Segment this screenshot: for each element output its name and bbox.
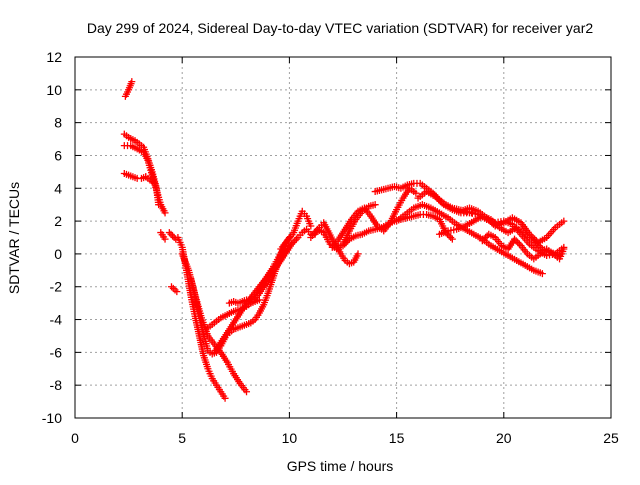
series-track-v xyxy=(393,201,546,278)
data-point-plus xyxy=(243,299,251,307)
data-point-plus xyxy=(511,235,519,243)
data-point-plus xyxy=(165,229,173,237)
axis-tick-labels: 0 5 10 15 20 25 -10 -8 -6 -4 -2 0 2 4 6 8 10 12 xyxy=(42,49,619,446)
data-point-plus xyxy=(161,235,169,243)
y-tick-label: 0 xyxy=(54,246,62,262)
data-point-plus xyxy=(244,297,252,305)
data-point-plus xyxy=(447,234,455,241)
series-track-z xyxy=(478,230,568,263)
data-markers xyxy=(120,78,568,402)
data-point-plus xyxy=(515,240,523,248)
series-track-p xyxy=(277,207,315,253)
y-tick-label: -6 xyxy=(50,344,63,360)
x-tick-label: 25 xyxy=(603,430,619,446)
series-track-a xyxy=(121,78,136,100)
x-tick-label: 0 xyxy=(71,430,79,446)
data-point-plus xyxy=(354,250,362,258)
data-point-plus xyxy=(169,232,177,240)
chart-title: Day 299 of 2024, Sidereal Day-to-day VTE… xyxy=(87,20,593,36)
data-point-plus xyxy=(412,189,420,197)
data-point-plus xyxy=(292,235,300,243)
data-point-plus xyxy=(478,237,486,245)
data-point-plus xyxy=(512,237,520,245)
data-point-plus xyxy=(448,235,456,243)
y-tick-label: -2 xyxy=(50,279,63,295)
data-point-plus xyxy=(344,237,352,245)
data-point-plus xyxy=(307,222,315,230)
data-point-plus xyxy=(291,237,299,245)
data-point-plus xyxy=(150,179,158,187)
y-tick-label: -4 xyxy=(50,312,63,328)
data-point-plus xyxy=(289,238,297,246)
data-point-plus xyxy=(255,296,263,304)
data-point-plus xyxy=(560,217,568,225)
series-track-t xyxy=(339,211,456,250)
data-point-plus xyxy=(161,209,169,217)
data-point-plus xyxy=(342,238,350,246)
series-track-c xyxy=(120,142,169,217)
y-tick-label: -10 xyxy=(42,410,62,426)
series-track-s xyxy=(328,184,420,251)
data-point-plus xyxy=(339,242,347,250)
y-tick-label: 2 xyxy=(54,213,62,229)
data-point-plus xyxy=(445,232,453,240)
data-point-plus xyxy=(482,234,490,241)
series-track-h xyxy=(167,283,181,296)
data-point-plus xyxy=(560,245,568,253)
data-point-plus xyxy=(247,294,255,302)
data-point-plus xyxy=(480,235,488,243)
x-tick-label: 20 xyxy=(496,430,512,446)
y-tick-label: 12 xyxy=(46,49,62,65)
data-point-plus xyxy=(288,240,296,248)
series-track-o xyxy=(243,242,289,307)
plot-frame xyxy=(74,56,612,419)
y-tick-label: 6 xyxy=(54,147,62,163)
x-axis-label: GPS time / hours xyxy=(287,458,394,474)
series-track-f xyxy=(157,229,169,243)
data-point-plus xyxy=(341,240,349,248)
y-tick-label: -8 xyxy=(50,377,63,393)
data-point-plus xyxy=(128,78,136,86)
series-track-y xyxy=(457,204,568,246)
series-track-e xyxy=(142,173,158,187)
data-point-plus xyxy=(246,296,254,304)
data-point-plus xyxy=(243,388,251,396)
y-tick-label: 4 xyxy=(54,180,62,196)
x-tick-label: 5 xyxy=(178,430,186,446)
data-point-plus xyxy=(167,230,175,238)
y-axis-label: SDTVAR / TECUs xyxy=(6,182,22,294)
data-point-plus xyxy=(221,394,229,402)
y-tick-label: 8 xyxy=(54,115,62,131)
x-tick-label: 10 xyxy=(282,430,298,446)
y-tick-label: 10 xyxy=(46,82,62,98)
x-tick-label: 15 xyxy=(389,430,405,446)
data-point-plus xyxy=(538,270,546,278)
data-point-plus xyxy=(173,288,181,296)
data-point-plus xyxy=(371,201,379,209)
data-point-plus xyxy=(514,238,522,246)
